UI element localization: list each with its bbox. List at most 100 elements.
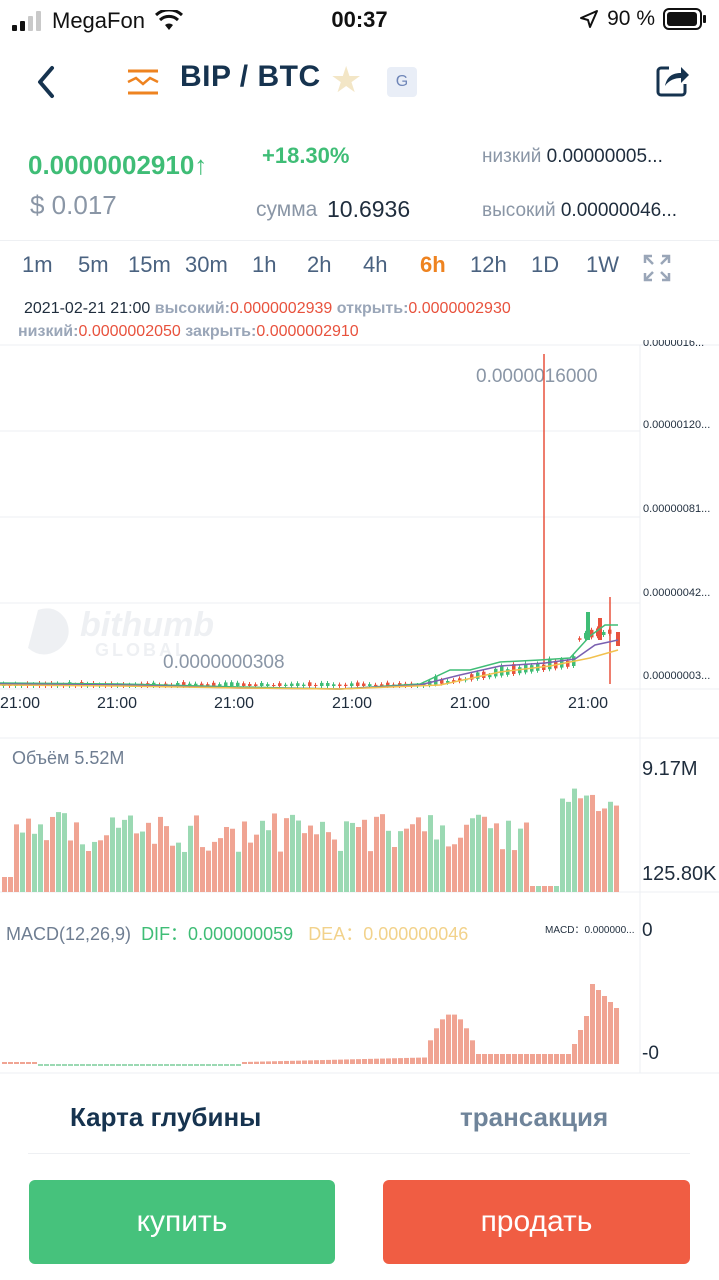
volume-bar [62,813,67,892]
volume-bar [362,819,367,892]
macd-bar [302,1060,307,1064]
macd-bar [422,1057,427,1064]
kline-chart[interactable]: bithumb GLOBAL 0.0000016... 0.00000120..… [0,340,719,1080]
watermark-sub: GLOBAL [95,640,189,660]
interval-4h[interactable]: 4h [363,252,388,277]
time-label: 21:00 [450,695,490,712]
volume-bar [332,839,337,892]
candle [338,684,342,686]
interval-6h[interactable]: 6h [420,252,446,277]
volume-bar [416,817,421,892]
macd-bar [176,1064,181,1066]
volume-bar [482,816,487,892]
interval-5m[interactable]: 5m [78,252,109,277]
macd-bar [2,1062,7,1064]
candle [320,682,324,686]
volume-bar [398,831,403,892]
macd-bar [200,1064,205,1066]
volume-bar [518,828,523,892]
candle [332,684,336,686]
ohlc-close-label: закрыть: [185,323,257,340]
macd-axis-neg: -0 [642,1043,659,1064]
volume-bar [368,851,373,892]
time-label: 21:00 [97,695,137,712]
ohlc-date: 2021-02-21 21:00 [24,300,151,317]
volume-bar [32,833,37,892]
y-axis-label: 0.00000120... [643,419,710,431]
volume-bar [410,824,415,892]
price-up-arrow-icon: ↑ [194,150,208,180]
fullscreen-icon[interactable] [643,254,671,282]
macd-bar [98,1064,103,1066]
candle [260,682,264,686]
candle [596,628,600,637]
interval-30m[interactable]: 30m [185,252,228,277]
macd-bar [398,1058,403,1064]
volume-bar [308,825,313,892]
macd-bar [548,1054,553,1064]
interval-12h[interactable]: 12h [470,252,507,277]
share-icon[interactable] [655,62,691,98]
candle [254,684,258,686]
volume-bar [572,788,577,892]
macd-bar [368,1058,373,1064]
interval-1w[interactable]: 1W [586,252,619,277]
tab-depth-chart[interactable]: Карта глубины [70,1102,262,1132]
tab-transactions[interactable]: трансакция [460,1102,609,1132]
favorite-star-icon[interactable]: ★ [330,59,363,100]
volume-bar [392,846,397,892]
volume-bar [128,815,133,892]
buy-button[interactable]: купить [29,1180,335,1264]
candle [182,682,186,686]
macd-bar [518,1054,523,1064]
volume-bar [284,818,289,892]
sell-button[interactable]: продать [383,1180,690,1264]
macd-bar [272,1061,277,1064]
volume-bar [446,846,451,892]
header: BIP / BTC ★ G [0,50,719,114]
macd-bar [578,1030,583,1064]
macd-bar [128,1064,133,1066]
volume-bar [584,795,589,892]
ohlc-high-value: 0.0000002939 [229,300,333,317]
volume-bar [476,814,481,892]
volume-bar [344,821,349,892]
volume-bar [170,845,175,892]
volume-bar [188,825,193,892]
macd-bar [314,1060,319,1064]
macd-bar [392,1058,397,1064]
macd-bar [206,1064,211,1066]
back-arrow-icon[interactable] [30,62,64,102]
candle [290,683,294,686]
market-list-icon[interactable] [126,68,160,96]
macd-bar [512,1054,517,1064]
volume-bar [452,844,457,892]
candle [488,674,492,678]
interval-1m[interactable]: 1m [22,252,53,277]
interval-1h[interactable]: 1h [252,252,277,277]
location-icon [580,10,599,28]
candle [586,612,590,640]
macd-bar [590,984,595,1064]
sum-value: 10.6936 [327,196,411,222]
candle [548,658,552,670]
macd-bar [218,1064,223,1066]
candle [206,684,210,686]
macd-bar [284,1060,289,1064]
volume-bar [182,851,187,892]
interval-15m[interactable]: 15m [128,252,171,277]
interval-1d[interactable]: 1D [531,252,560,277]
y-axis-label: 0.00000042... [643,587,710,599]
macd-bar [446,1014,451,1064]
macd-bar [560,1054,565,1064]
ohlc-low-value: 0.0000002050 [78,323,181,340]
y-axis-label: 0.00000081... [643,503,710,515]
interval-2h[interactable]: 2h [307,252,332,277]
macd-dif: DIF：0.000000059 [141,924,294,944]
macd-bar [488,1054,493,1064]
ma-line-yellow [0,649,619,690]
candle [500,665,504,676]
volume-bar [386,830,391,892]
volume-bar [554,886,559,892]
pair-title[interactable]: BIP / BTC [180,60,321,93]
